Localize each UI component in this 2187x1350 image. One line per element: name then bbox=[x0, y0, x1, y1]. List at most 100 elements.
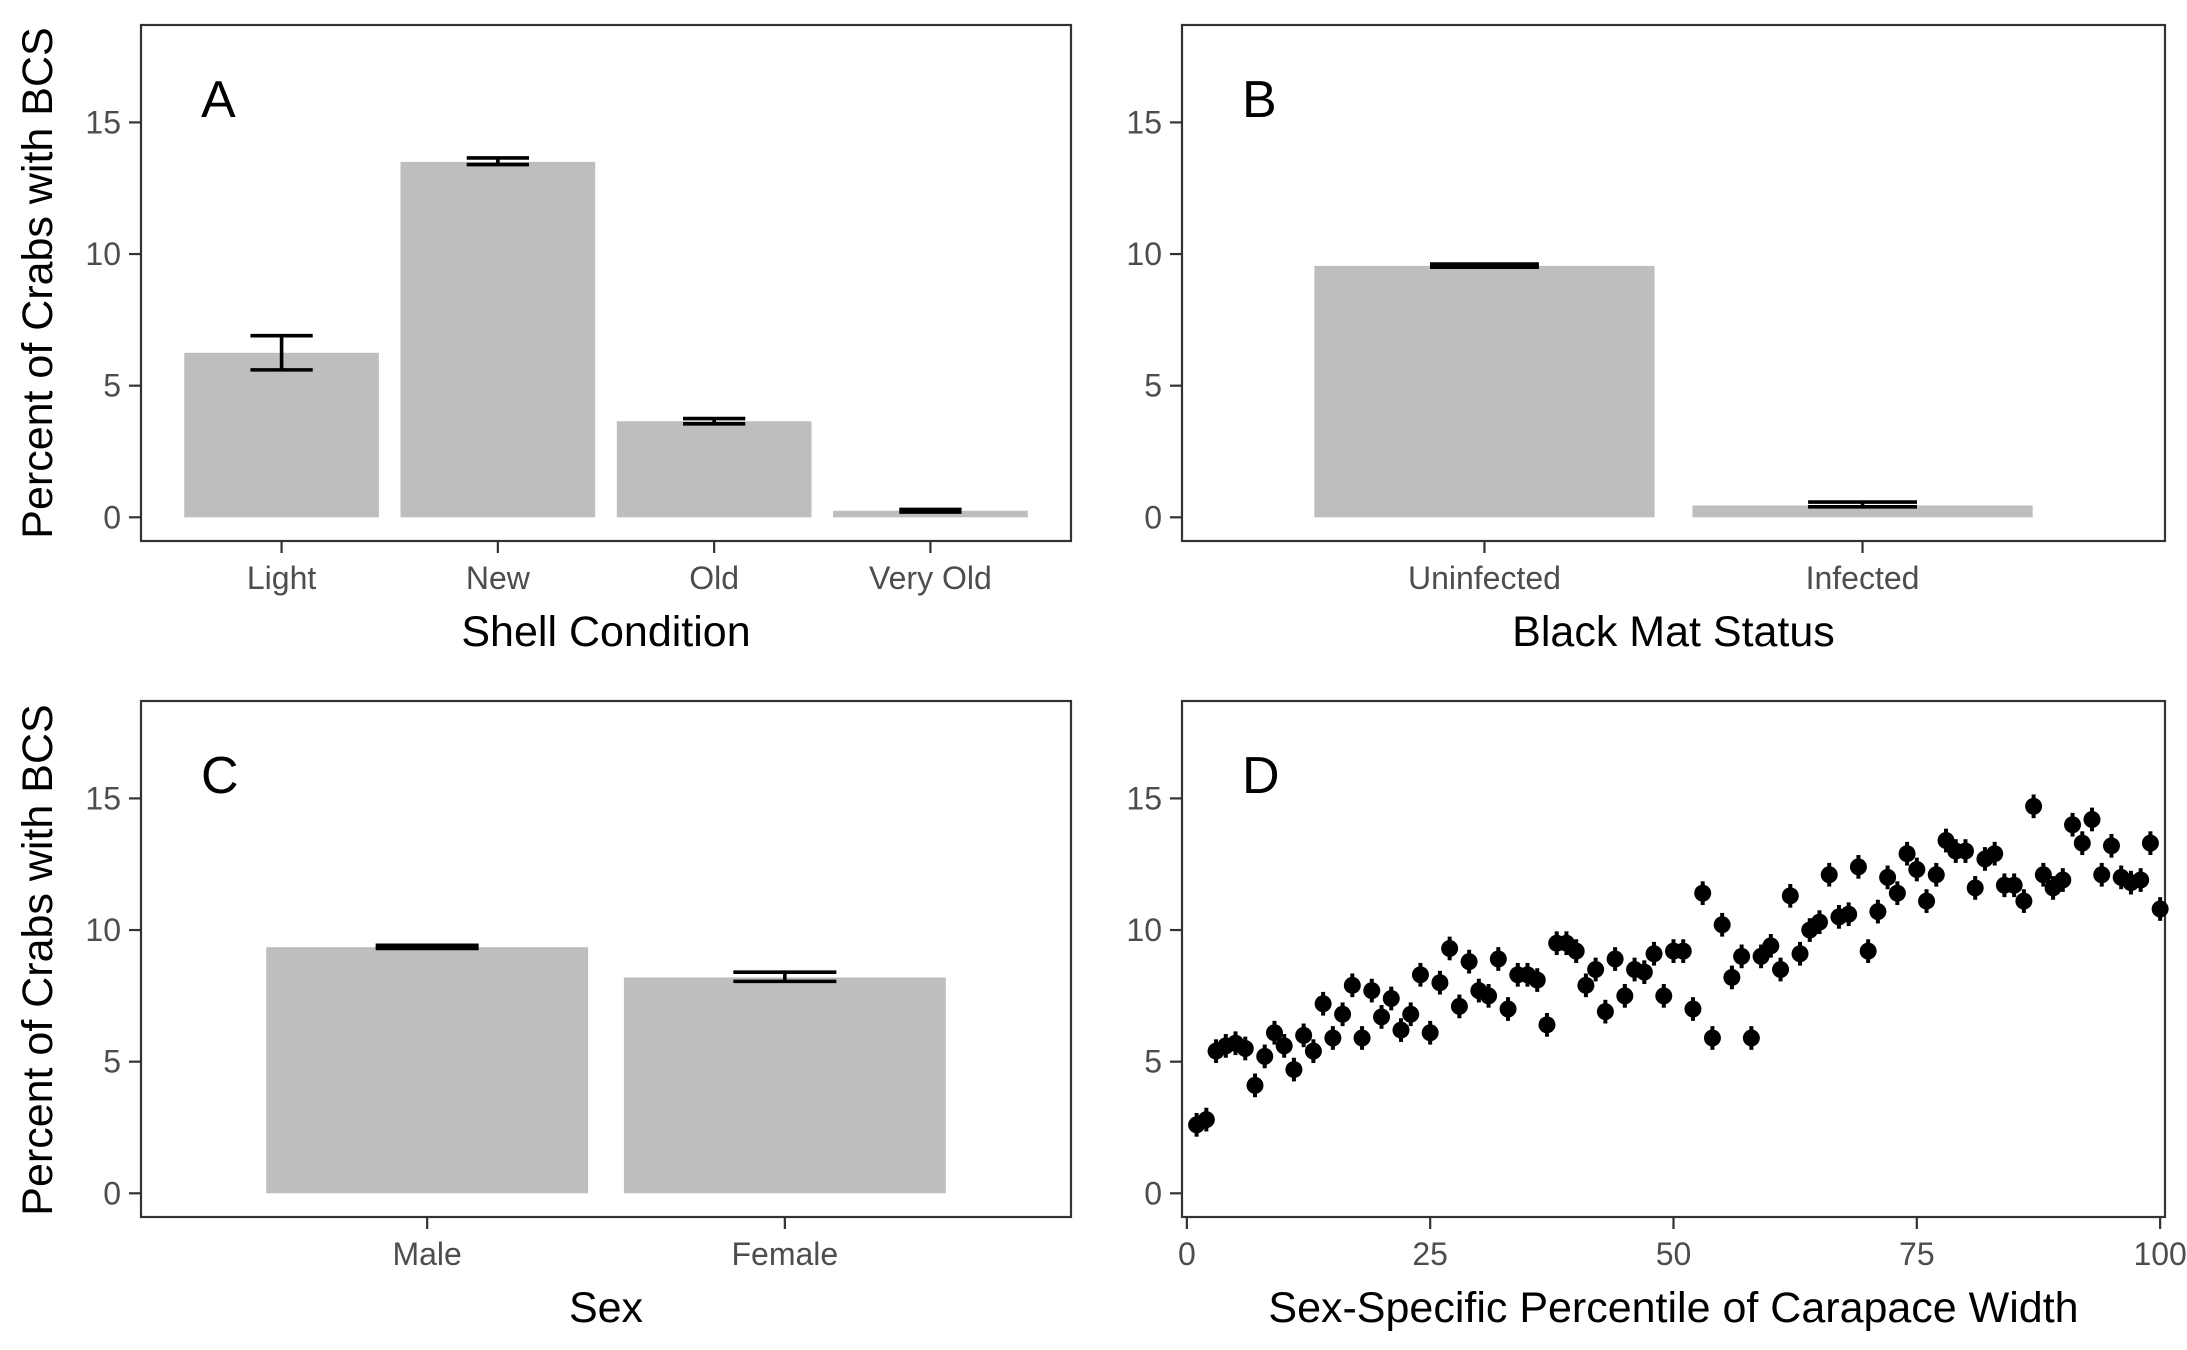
data-point bbox=[1684, 1000, 1702, 1018]
x-tick-label: Female bbox=[731, 1236, 838, 1272]
data-point bbox=[1343, 976, 1361, 994]
data-point bbox=[1567, 942, 1585, 960]
x-axis-title: Sex bbox=[569, 1284, 644, 1332]
data-point bbox=[1694, 884, 1712, 902]
data-point bbox=[2093, 866, 2111, 884]
data-point bbox=[1772, 961, 1790, 979]
data-point bbox=[1236, 1040, 1254, 1058]
data-point bbox=[1986, 845, 2004, 863]
error-bar bbox=[682, 416, 746, 426]
data-point bbox=[1256, 1047, 1274, 1065]
panel-tag-label: D bbox=[1242, 747, 1280, 805]
y-tick-label: 0 bbox=[1144, 499, 1162, 535]
data-point bbox=[2132, 871, 2150, 889]
panel-tag-label: B bbox=[1242, 71, 1277, 129]
error-bar bbox=[250, 333, 313, 372]
error-bar bbox=[375, 943, 479, 951]
panel-tag-label: A bbox=[201, 71, 236, 129]
error-bar bbox=[899, 507, 962, 514]
data-point bbox=[2141, 834, 2159, 852]
bar-infected bbox=[1692, 505, 2033, 518]
data-point bbox=[1635, 963, 1653, 981]
data-point bbox=[1382, 989, 1400, 1007]
data-point bbox=[2083, 810, 2101, 828]
data-point bbox=[1460, 953, 1478, 971]
data-point bbox=[1431, 974, 1449, 992]
data-point bbox=[1197, 1111, 1215, 1129]
data-point bbox=[1616, 987, 1634, 1005]
data-point bbox=[1587, 961, 1605, 979]
data-point bbox=[1791, 945, 1809, 963]
x-axis-title: Black Mat Status bbox=[1512, 608, 1835, 656]
data-point bbox=[2102, 837, 2120, 855]
data-point bbox=[1411, 966, 1429, 984]
y-tick-label: 0 bbox=[1144, 1175, 1162, 1211]
data-point bbox=[1762, 937, 1780, 955]
data-point bbox=[1246, 1076, 1264, 1094]
bar-new bbox=[400, 161, 596, 518]
bar-male bbox=[266, 947, 589, 1194]
data-point bbox=[1918, 892, 1936, 910]
data-point bbox=[1480, 987, 1498, 1005]
panel-frame bbox=[139, 23, 1073, 543]
data-point bbox=[1966, 879, 1984, 897]
data-point bbox=[1820, 866, 1838, 884]
panel-a: A 0 5 10 15 Shell Condition Light New Old Very Ol… bbox=[85, 23, 1073, 656]
data-point bbox=[1265, 1024, 1283, 1042]
x-tick-label: 25 bbox=[1412, 1236, 1448, 1272]
data-point bbox=[1421, 1024, 1439, 1042]
bar-old bbox=[616, 421, 812, 518]
data-point bbox=[1441, 939, 1459, 957]
bar-female bbox=[623, 977, 946, 1194]
data-point bbox=[1353, 1029, 1371, 1047]
y-tick-label: 5 bbox=[1144, 368, 1162, 404]
data-point bbox=[1655, 987, 1673, 1005]
panel-frame bbox=[139, 699, 1073, 1219]
data-point bbox=[2151, 900, 2169, 918]
data-point bbox=[1538, 1016, 1556, 1034]
data-point bbox=[1781, 887, 1799, 905]
data-point bbox=[2034, 866, 2052, 884]
data-point bbox=[2064, 816, 2082, 834]
data-point bbox=[2054, 871, 2072, 889]
panel-c: C 0 5 10 15 Sex Male Female bbox=[85, 699, 1073, 1332]
data-point bbox=[1392, 1021, 1410, 1039]
data-point bbox=[1956, 842, 1974, 860]
y-tick-label: 5 bbox=[103, 368, 121, 404]
x-axis-title: Sex-Specific Percentile of Carapace Widt… bbox=[1268, 1284, 2078, 1332]
panel-d: D 0 5 10 15 Sex-Specific Percentile of Carapa… bbox=[1126, 699, 2187, 1332]
bar-light bbox=[184, 352, 379, 518]
y-tick-label: 5 bbox=[1144, 1044, 1162, 1080]
data-point bbox=[1402, 1005, 1420, 1023]
x-tick-label: Light bbox=[247, 560, 317, 596]
y-tick-label: 10 bbox=[1126, 236, 1162, 272]
x-tick-label: 100 bbox=[2133, 1236, 2186, 1272]
data-point bbox=[2073, 834, 2091, 852]
panel-frame bbox=[1180, 23, 2167, 543]
y-tick-label: 5 bbox=[103, 1044, 121, 1080]
x-tick-label: Male bbox=[392, 1236, 461, 1272]
data-point bbox=[1499, 1000, 1517, 1018]
y-tick-label: 15 bbox=[1126, 104, 1162, 140]
x-tick-label: Very Old bbox=[869, 560, 992, 596]
data-point bbox=[1489, 950, 1507, 968]
data-point bbox=[1606, 950, 1624, 968]
data-point bbox=[1285, 1061, 1303, 1079]
data-point bbox=[1334, 1005, 1352, 1023]
data-point bbox=[1324, 1029, 1342, 1047]
data-point bbox=[1927, 866, 1945, 884]
data-point bbox=[1577, 976, 1595, 994]
data-point bbox=[1528, 971, 1546, 989]
data-point bbox=[1888, 884, 1906, 902]
data-point bbox=[1275, 1037, 1293, 1055]
x-tick-label: Infected bbox=[1806, 560, 1920, 596]
y-axis-title-top: Percent of Crabs with BCS bbox=[14, 27, 62, 538]
data-point bbox=[1849, 858, 1867, 876]
y-tick-label: 15 bbox=[85, 104, 121, 140]
data-point bbox=[1713, 916, 1731, 934]
bar-very-old bbox=[833, 510, 1028, 518]
data-point bbox=[1295, 1026, 1313, 1044]
error-bar bbox=[466, 156, 530, 167]
data-point bbox=[1879, 868, 1897, 886]
